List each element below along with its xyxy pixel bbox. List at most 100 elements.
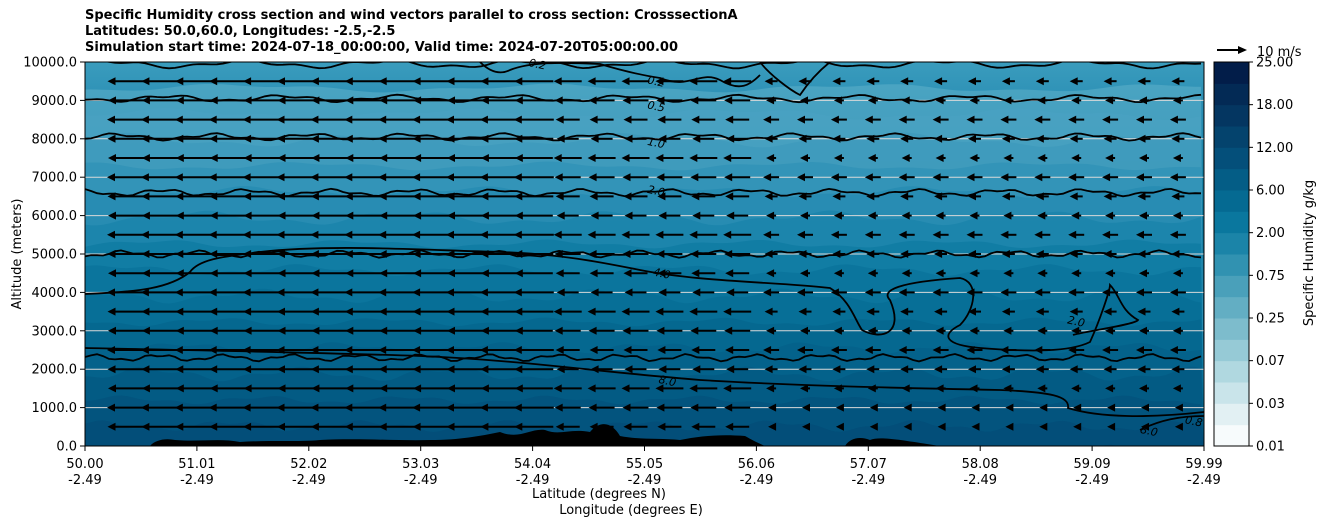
wind-vector-head bbox=[1069, 365, 1078, 374]
wind-vector-head bbox=[446, 422, 455, 431]
wind-vector-head bbox=[1034, 288, 1043, 297]
wind-vector-head bbox=[412, 250, 421, 258]
x-tick-label-longitude: -2.49 bbox=[963, 473, 997, 488]
wind-vector-head bbox=[1005, 403, 1014, 412]
wind-vector-head bbox=[378, 422, 387, 431]
wind-vector-head bbox=[968, 365, 976, 374]
wind-vector-head bbox=[1102, 230, 1111, 239]
wind-vector-head bbox=[725, 192, 734, 201]
wind-vector-head bbox=[797, 288, 805, 297]
wind-vector-head bbox=[277, 211, 286, 220]
colorbar-swatch bbox=[1214, 424, 1249, 447]
colorbar-swatch bbox=[1214, 190, 1249, 212]
wind-vector-head bbox=[588, 250, 597, 258]
x-tick-label-latitude: 55.05 bbox=[626, 457, 663, 472]
wind-vector-head bbox=[446, 288, 454, 297]
wind-vector-head bbox=[657, 422, 666, 431]
wind-vector-head bbox=[310, 230, 319, 239]
wind-vector-head bbox=[378, 77, 387, 86]
wind-vector-head bbox=[723, 77, 732, 86]
x-tick-label-longitude: -2.49 bbox=[740, 473, 774, 488]
colorbar-tick-label: 6.00 bbox=[1256, 184, 1285, 199]
x-tick-label-latitude: 53.03 bbox=[402, 457, 439, 472]
x-tick-label-longitude: -2.49 bbox=[516, 473, 550, 488]
wind-vector-head bbox=[412, 115, 421, 124]
wind-vector-head bbox=[1068, 230, 1077, 239]
wind-vector-head bbox=[555, 192, 564, 201]
wind-vector-head bbox=[656, 173, 665, 182]
wind-vector-head bbox=[1105, 326, 1114, 335]
wind-vector-head bbox=[446, 365, 455, 374]
wind-vector-head bbox=[968, 134, 976, 143]
wind-vector-head bbox=[379, 384, 388, 393]
wind-vector-head bbox=[243, 250, 252, 258]
wind-vector-head bbox=[345, 96, 354, 105]
wind-vector-head bbox=[513, 288, 522, 297]
wind-vector-head bbox=[1136, 173, 1144, 182]
x-tick-label-latitude: 56.06 bbox=[738, 457, 775, 472]
wind-vector-head bbox=[209, 326, 218, 335]
wind-vector-head bbox=[413, 96, 422, 105]
colorbar-swatch bbox=[1214, 168, 1249, 191]
wind-vector-head bbox=[969, 154, 978, 162]
wind-vector-head bbox=[242, 230, 251, 239]
y-tick-label: 8000.0 bbox=[32, 132, 78, 147]
wind-vector-head bbox=[901, 384, 910, 393]
wind-vector-head bbox=[935, 211, 944, 220]
wind-vector-head bbox=[345, 384, 354, 393]
wind-vector-head bbox=[1005, 422, 1014, 431]
wind-vector-head bbox=[514, 250, 523, 258]
wind-vector-head bbox=[379, 269, 388, 278]
wind-vector-head bbox=[140, 346, 149, 354]
wind-vector-head bbox=[935, 96, 944, 105]
wind-vector-head bbox=[480, 250, 489, 258]
wind-vector-head bbox=[763, 230, 772, 239]
wind-vector-head bbox=[554, 403, 563, 412]
wind-vector-head bbox=[623, 192, 632, 201]
wind-vector-head bbox=[1069, 307, 1078, 316]
wind-vector-head bbox=[898, 173, 907, 182]
wind-vector-head bbox=[277, 250, 285, 258]
reference-arrow-label: 10 m/s bbox=[1257, 45, 1302, 60]
wind-vector-head bbox=[446, 307, 455, 316]
x-tick-label-latitude: 58.08 bbox=[962, 457, 999, 472]
wind-vector-head bbox=[379, 326, 388, 335]
wind-vector-head bbox=[1073, 403, 1082, 412]
wind-vector-head bbox=[658, 134, 667, 143]
wind-vector-head bbox=[766, 211, 775, 220]
wind-vector-head bbox=[900, 77, 909, 86]
wind-vector-head bbox=[1169, 115, 1178, 124]
plot-area: 0.2 0.2 0.5 1.0 2.0 4.0 8.0 2.0 8.0 0.8 bbox=[84, 56, 1205, 447]
wind-vector-head bbox=[480, 211, 489, 220]
wind-vector-head bbox=[175, 307, 184, 316]
wind-vector-head bbox=[554, 250, 563, 258]
colorbar-swatch bbox=[1214, 275, 1249, 298]
wind-vector-head bbox=[969, 384, 978, 393]
wind-vector-head bbox=[310, 173, 319, 182]
wind-vector-head bbox=[108, 211, 116, 220]
colorbar-tick-label: 0.03 bbox=[1256, 397, 1285, 412]
humidity-bands bbox=[85, 83, 1204, 446]
colorbar-tick-label: 18.00 bbox=[1256, 98, 1293, 113]
wind-vector-head bbox=[556, 134, 565, 143]
wind-vector-head bbox=[624, 288, 633, 297]
wind-vector-head bbox=[310, 365, 319, 374]
wind-vector-head bbox=[107, 422, 116, 431]
wind-vector-head bbox=[623, 422, 632, 431]
wind-vector-head bbox=[344, 134, 353, 143]
wind-vector-head bbox=[413, 154, 422, 162]
wind-vector-head bbox=[141, 134, 150, 143]
wind-vector-head bbox=[378, 365, 387, 374]
wind-vector-head bbox=[140, 115, 149, 124]
x-tick-label-longitude: -2.49 bbox=[628, 473, 662, 488]
wind-vector-head bbox=[378, 288, 387, 297]
wind-vector-head bbox=[835, 422, 844, 431]
wind-vector-head bbox=[141, 96, 150, 105]
wind-vector-head bbox=[276, 288, 285, 297]
contour-lines bbox=[85, 62, 1204, 431]
wind-vector-head bbox=[311, 269, 320, 278]
wind-vector-head bbox=[1107, 403, 1116, 412]
wind-vector-head bbox=[1102, 346, 1111, 354]
wind-vector-head bbox=[243, 307, 252, 316]
wind-vector-head bbox=[140, 173, 149, 182]
